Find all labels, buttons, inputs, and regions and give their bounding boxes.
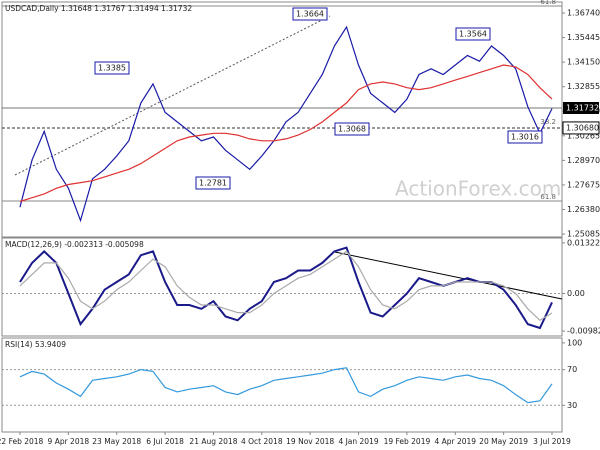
y-tick-label: 1.28970 [567,156,600,165]
x-tick-label: 4 Jan 2019 [338,437,378,446]
fib-label: 38.2 [540,118,556,126]
price-tag: 1.30680 [566,123,599,132]
price-tag-box [563,101,599,114]
x-tick-label: 19 Nov 2018 [286,437,334,446]
x-tick-label: 4 Oct 2018 [241,437,283,446]
x-tick-label: 4 Apr 2019 [434,437,476,446]
watermark: ActionForex.com [395,177,561,201]
annotation: 1.3385 [98,64,126,73]
line-macd [19,246,553,330]
y-tick-label: 1.30265 [567,131,600,140]
annotation-box [195,176,231,190]
price-tag: 1.31732 [566,103,599,112]
line-rsi [19,367,553,404]
y-tick-label: 1.32855 [567,82,600,91]
annotation-box [455,27,491,41]
panel-frame [1,237,563,337]
y-tick-label: -0.00982 [567,327,600,336]
annotation-box [292,7,328,21]
panel-title: RSI(14) 53.9409 [5,340,66,349]
fib-label: 61.8 [540,193,556,201]
x-tick-label: 19 Feb 2019 [384,437,431,446]
annotation-box [507,130,543,144]
annotation: 1.3564 [459,30,487,39]
annotation: 1.3068 [338,125,366,134]
trend-line [14,15,331,176]
x-tick-label: 23 May 2018 [92,437,141,446]
trend-line [334,251,563,300]
fib-label: 61.8 [540,0,556,6]
y-tick-label: 1.35445 [567,33,600,42]
y-tick-label: 0.00 [567,289,585,298]
annotation-box [94,61,130,75]
panel-frame [1,1,563,238]
x-tick-label: 22 Feb 2018 [0,437,44,446]
panel-title: USDCAD,Daily 1.31648 1.31767 1.31494 1.3… [5,4,192,13]
y-tick-label: 1.26380 [567,205,600,214]
panel-title: MACD(12,26,9) -0.002313 -0.005098 [5,240,144,249]
annotation: 1.3016 [511,133,539,142]
x-tick-label: 21 Aug 2018 [189,437,237,446]
annotation: 1.2781 [199,179,227,188]
x-tick-label: 3 Jul 2019 [533,437,571,446]
y-tick-label: 30 [567,401,577,410]
y-tick-label: 70 [567,365,577,374]
y-tick-label: 1.25085 [567,230,600,239]
x-tick-label: 9 Apr 2018 [48,437,90,446]
price-tag-box [562,121,600,135]
panel-frame [1,337,563,433]
y-tick-label: 1.34150 [567,58,600,67]
annotation: 1.3664 [296,10,324,19]
y-tick-label: 1.36740 [567,9,600,18]
line-signal [19,250,553,322]
annotation-box [334,122,370,136]
line-price [19,25,553,223]
x-tick-label: 20 May 2019 [479,437,528,446]
y-tick-label: 100 [567,338,582,347]
line-sma [19,64,553,203]
y-tick-label: 1.27675 [567,180,600,189]
x-tick-label: 6 Jul 2018 [146,437,184,446]
y-tick-label: 0.013229 [567,238,600,247]
